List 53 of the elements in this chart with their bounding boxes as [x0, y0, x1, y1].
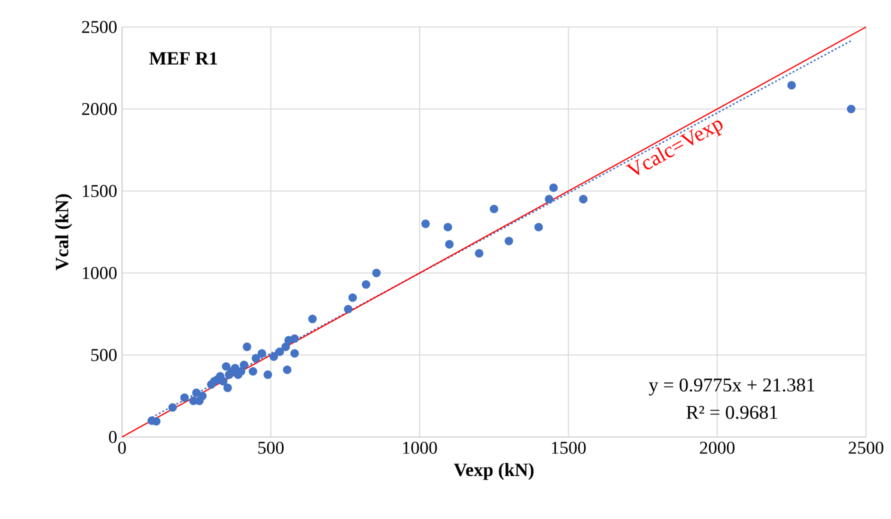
x-tick-label: 2000 — [700, 442, 735, 454]
point — [344, 304, 352, 314]
point — [248, 367, 258, 376]
point — [308, 314, 317, 324]
point — [579, 194, 588, 204]
y-tick-label: 2000 — [82, 102, 117, 116]
y-tick-label: 500 — [91, 348, 117, 362]
point — [549, 183, 558, 192]
annotation: R² = 0.9681 — [686, 406, 778, 419]
y-tick-label: 1500 — [82, 184, 117, 198]
x-tick-label: 2500 — [848, 442, 884, 454]
point — [218, 376, 228, 386]
point — [264, 370, 272, 379]
annotation: MEF R1 — [149, 52, 218, 65]
x-tick-label: 1000 — [403, 442, 437, 454]
point — [372, 268, 381, 278]
point — [281, 342, 290, 352]
x-tick-label: 0 — [118, 442, 126, 454]
point — [223, 384, 232, 392]
point — [362, 280, 370, 289]
point — [252, 354, 260, 363]
y-tick-label: 0 — [108, 430, 117, 444]
y-axis-title: Vcal (kN) — [55, 194, 72, 270]
point — [222, 362, 230, 371]
point — [846, 104, 856, 114]
point — [290, 349, 299, 358]
point — [282, 365, 292, 374]
y-tick-label: 1000 — [82, 266, 117, 280]
point — [192, 388, 201, 397]
point — [544, 194, 554, 204]
point — [180, 393, 189, 402]
point — [445, 240, 454, 249]
point — [240, 360, 248, 370]
x-tick-label: 1500 — [552, 442, 586, 454]
point — [474, 249, 484, 258]
point — [275, 347, 284, 356]
point — [444, 222, 452, 232]
point — [258, 349, 266, 358]
point — [290, 334, 299, 343]
x-tick-label: 500 — [258, 442, 284, 454]
y-tick-label: 2500 — [82, 20, 117, 34]
point — [504, 236, 514, 246]
point — [198, 392, 207, 400]
point — [270, 352, 278, 361]
point — [787, 80, 796, 90]
point — [490, 204, 498, 214]
x-axis-title: Vexp (kN) — [454, 463, 534, 480]
point — [168, 403, 177, 412]
point — [534, 222, 543, 232]
point — [421, 220, 430, 228]
point — [242, 342, 252, 352]
annotation: y = 0.9775x + 21.381 — [648, 378, 814, 396]
point — [348, 293, 357, 302]
